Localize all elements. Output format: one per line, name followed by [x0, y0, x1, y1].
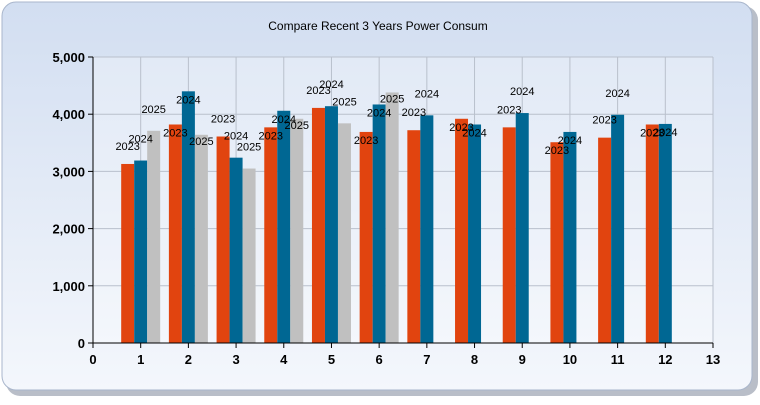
bar-2024-7	[420, 115, 434, 344]
bar-value-label: 2024	[415, 88, 439, 100]
bar-2023-5	[311, 107, 325, 344]
bar-2024-3	[229, 157, 243, 343]
bar-value-label: 2023	[497, 104, 521, 116]
bar-value-label: 2025	[285, 120, 309, 132]
bar-value-label: 2025	[141, 104, 165, 116]
chart-title: Compare Recent 3 Years Power Consum	[268, 19, 487, 33]
bar-2023-3	[216, 136, 230, 343]
bar-2024-10	[563, 131, 577, 343]
bar-value-label: 2024	[653, 127, 677, 139]
bar-2023-11	[598, 137, 612, 343]
bar-2023-1	[121, 163, 135, 343]
bar-value-label: 2023	[211, 114, 235, 126]
bar-2025-5	[337, 123, 351, 344]
bar-value-label: 2024	[462, 127, 486, 139]
y-tick-label: 1,000	[52, 279, 85, 294]
bar-value-label: 2023	[163, 127, 187, 139]
bar-value-label: 2024	[605, 88, 629, 100]
y-tick-label: 3,000	[52, 164, 85, 179]
bar-value-label: 2023	[402, 107, 426, 119]
x-tick-label: 9	[519, 352, 526, 367]
bar-value-label: 2023	[449, 122, 473, 134]
bar-2023-9	[502, 127, 516, 343]
bar-value-label: 2024	[558, 135, 582, 147]
bar-2023-2	[168, 124, 182, 343]
bar-value-label: 2024	[128, 134, 152, 146]
x-tick-label: 6	[376, 352, 383, 367]
bar-2023-4	[264, 127, 278, 343]
y-tick-label: 0	[78, 336, 85, 351]
bar-2023-10	[550, 142, 564, 343]
x-tick-label: 8	[471, 352, 478, 367]
bar-value-label: 2023	[640, 127, 664, 139]
bar-value-label: 2025	[237, 142, 261, 154]
x-tick-label: 11	[611, 352, 625, 367]
bar-2024-6	[372, 104, 386, 343]
bar-value-label: 2024	[176, 94, 200, 106]
x-tick-label: 4	[280, 352, 288, 367]
bar-value-label: 2023	[306, 85, 330, 97]
bar-2025-3	[242, 168, 256, 343]
bar-value-label: 2024	[510, 86, 534, 98]
x-tick-label: 5	[328, 352, 335, 367]
bar-2023-6	[359, 131, 373, 343]
data-labels: 2023 2023 2023 2023 2023 2023 2023 2023 2023 2023…	[115, 79, 677, 157]
bar-value-label: 2023	[592, 115, 616, 127]
y-tick-label: 5,000	[52, 50, 85, 65]
bar-2024-11	[611, 114, 625, 343]
bar-2024-5	[324, 106, 338, 343]
bar-2024-1	[134, 160, 148, 343]
bar-value-label: 2024	[367, 107, 391, 119]
bar-2023-8	[455, 118, 469, 343]
x-tick-label: 12	[658, 352, 672, 367]
bars	[121, 91, 672, 344]
bar-2023-7	[407, 130, 421, 343]
bar-2025-2	[194, 134, 208, 343]
bar-value-label: 2024	[319, 79, 343, 91]
bar-2024-2	[181, 91, 195, 343]
bar-value-label: 2025	[332, 96, 356, 108]
x-tick-label: 3	[232, 352, 239, 367]
bar-value-label: 2025	[189, 136, 213, 148]
bar-2024-4	[277, 110, 291, 343]
bar-2025-6	[385, 92, 399, 344]
bar-2024-9	[515, 113, 529, 343]
x-tick-label: 1	[137, 352, 144, 367]
bar-2023-12	[645, 124, 659, 343]
x-tick-label: 10	[563, 352, 577, 367]
x-tick-label: 13	[706, 352, 720, 367]
bar-2024-8	[468, 124, 482, 343]
bar-value-label: 2023	[354, 135, 378, 147]
bar-value-label: 2023	[259, 130, 283, 142]
x-tick-label: 0	[89, 352, 96, 367]
bar-2024-12	[658, 123, 672, 343]
x-tick-label: 2	[185, 352, 192, 367]
bar-2025-4	[290, 118, 304, 343]
x-tick-label: 7	[423, 352, 430, 367]
y-tick-label: 4,000	[52, 107, 85, 122]
y-tick-label: 2,000	[52, 222, 85, 237]
bar-value-label: 2023	[115, 141, 139, 153]
bar-value-label: 2025	[380, 93, 404, 105]
bar-value-label: 2023	[545, 145, 569, 157]
bar-value-label: 2024	[224, 131, 248, 143]
bar-value-label: 2024	[272, 114, 296, 126]
bar-2025-1	[147, 130, 161, 343]
